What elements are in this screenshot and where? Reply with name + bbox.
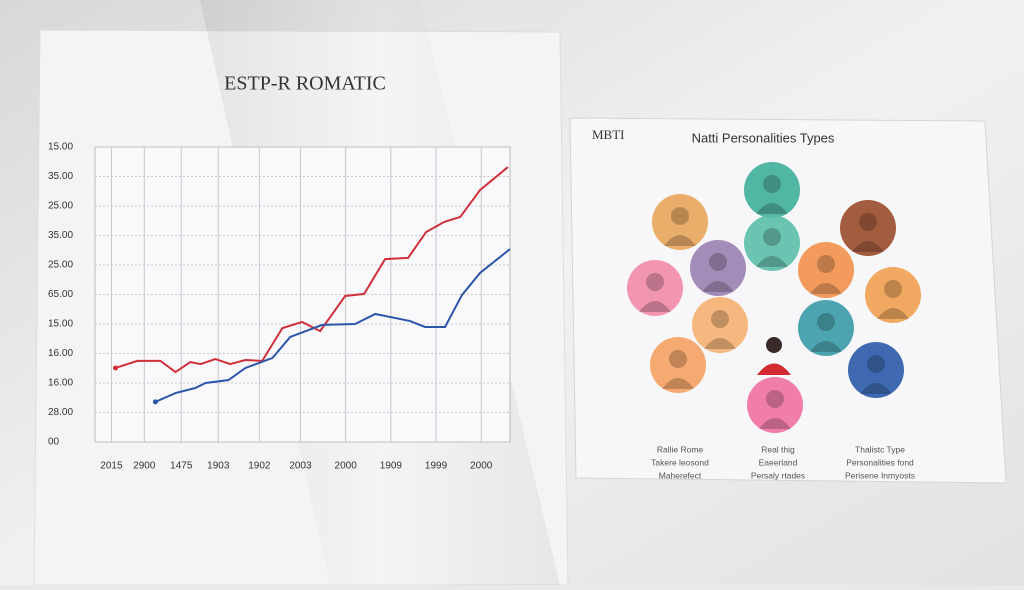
x-tick-label: 1999 — [425, 461, 448, 472]
portrait-head — [711, 310, 729, 328]
portrait-circle — [798, 242, 854, 298]
line — [154, 248, 511, 403]
y-tick-label: 65.00 — [48, 289, 73, 300]
portrait-head — [766, 337, 782, 353]
portrait-circle — [840, 200, 896, 256]
chart-title: ESTP-R ROMATIC — [224, 73, 386, 95]
portrait-circle — [747, 377, 803, 433]
portrait-body — [810, 341, 842, 352]
portrait-body — [877, 308, 909, 319]
portrait-circle — [650, 337, 706, 393]
portrait-circle — [652, 194, 708, 250]
x-tick-label: 1475 — [170, 461, 193, 472]
portrait-body — [756, 256, 788, 267]
portrait-head — [709, 253, 727, 271]
y-tick-label: 16.00 — [48, 378, 73, 389]
line — [115, 166, 509, 374]
portrait-body — [810, 283, 842, 294]
x-tick-label: 2000 — [335, 461, 358, 472]
portrait-head — [817, 255, 835, 273]
portrait-circle — [627, 260, 683, 316]
portrait-body — [860, 383, 892, 394]
y-tick-label: 35.00 — [48, 171, 73, 182]
x-tick-label: 2003 — [289, 461, 312, 472]
portrait-head — [669, 350, 687, 368]
x-tick-label: 1902 — [248, 461, 271, 472]
x-tick-label: 2000 — [470, 461, 493, 472]
portrait-circle — [690, 240, 746, 296]
y-tick-label: 16.00 — [48, 348, 73, 359]
portrait-circle — [798, 300, 854, 356]
caption: Rallie Rome — [657, 444, 704, 454]
portrait-head — [671, 207, 689, 225]
caption: Takere leosond — [651, 457, 709, 467]
portrait-head — [859, 213, 877, 231]
portrait-head — [766, 390, 784, 408]
y-tick-label: 15.00 — [48, 142, 73, 153]
portrait-circle — [744, 215, 800, 271]
y-tick-label: 28.00 — [48, 407, 73, 418]
portrait-body — [759, 418, 791, 429]
portrait-body — [704, 338, 736, 349]
x-tick-label: 2900 — [133, 461, 156, 472]
portrait-body — [757, 363, 791, 375]
portrait-body — [664, 235, 696, 246]
y-tick-label: 35.00 — [48, 230, 73, 241]
y-tick-label: 00 — [48, 437, 60, 448]
portrait-head — [646, 273, 664, 291]
portrait-body — [852, 241, 884, 252]
portrait-head — [763, 175, 781, 193]
caption: Maherefect — [659, 470, 702, 480]
x-tick-label: 2015 — [100, 461, 123, 472]
y-tick-label: 25.00 — [48, 201, 73, 212]
x-tick-label: 1909 — [380, 461, 403, 472]
portrait-head — [817, 313, 835, 331]
caption: Persaly rtades — [751, 470, 805, 480]
portrait-body — [702, 281, 734, 292]
portrait-body — [639, 301, 671, 312]
portrait-head — [884, 280, 902, 298]
caption: Real thig — [761, 444, 795, 454]
portrait-circle — [692, 297, 748, 353]
portrait-body — [662, 378, 694, 389]
line-start-point — [152, 399, 158, 405]
caption: Eaeerland — [759, 457, 798, 467]
portrait-head — [867, 355, 885, 373]
portrait-circle — [848, 342, 904, 398]
x-tick-label: 1903 — [207, 461, 230, 472]
caption: Thalistc Type — [855, 444, 905, 454]
portrait-circle — [865, 267, 921, 323]
panel-title: Natti Personalities Types — [692, 130, 835, 145]
portrait-circle — [744, 162, 800, 218]
line-start-point — [113, 365, 119, 371]
y-tick-label: 15.00 — [48, 319, 73, 330]
portrait-body — [756, 203, 788, 214]
caption: Personalities fond — [846, 457, 914, 467]
y-tick-label: 25.00 — [48, 260, 73, 271]
caption: Perisene Inmyosts — [845, 470, 915, 480]
portrait-head — [763, 228, 781, 246]
panel-label: MBTI — [592, 127, 625, 142]
